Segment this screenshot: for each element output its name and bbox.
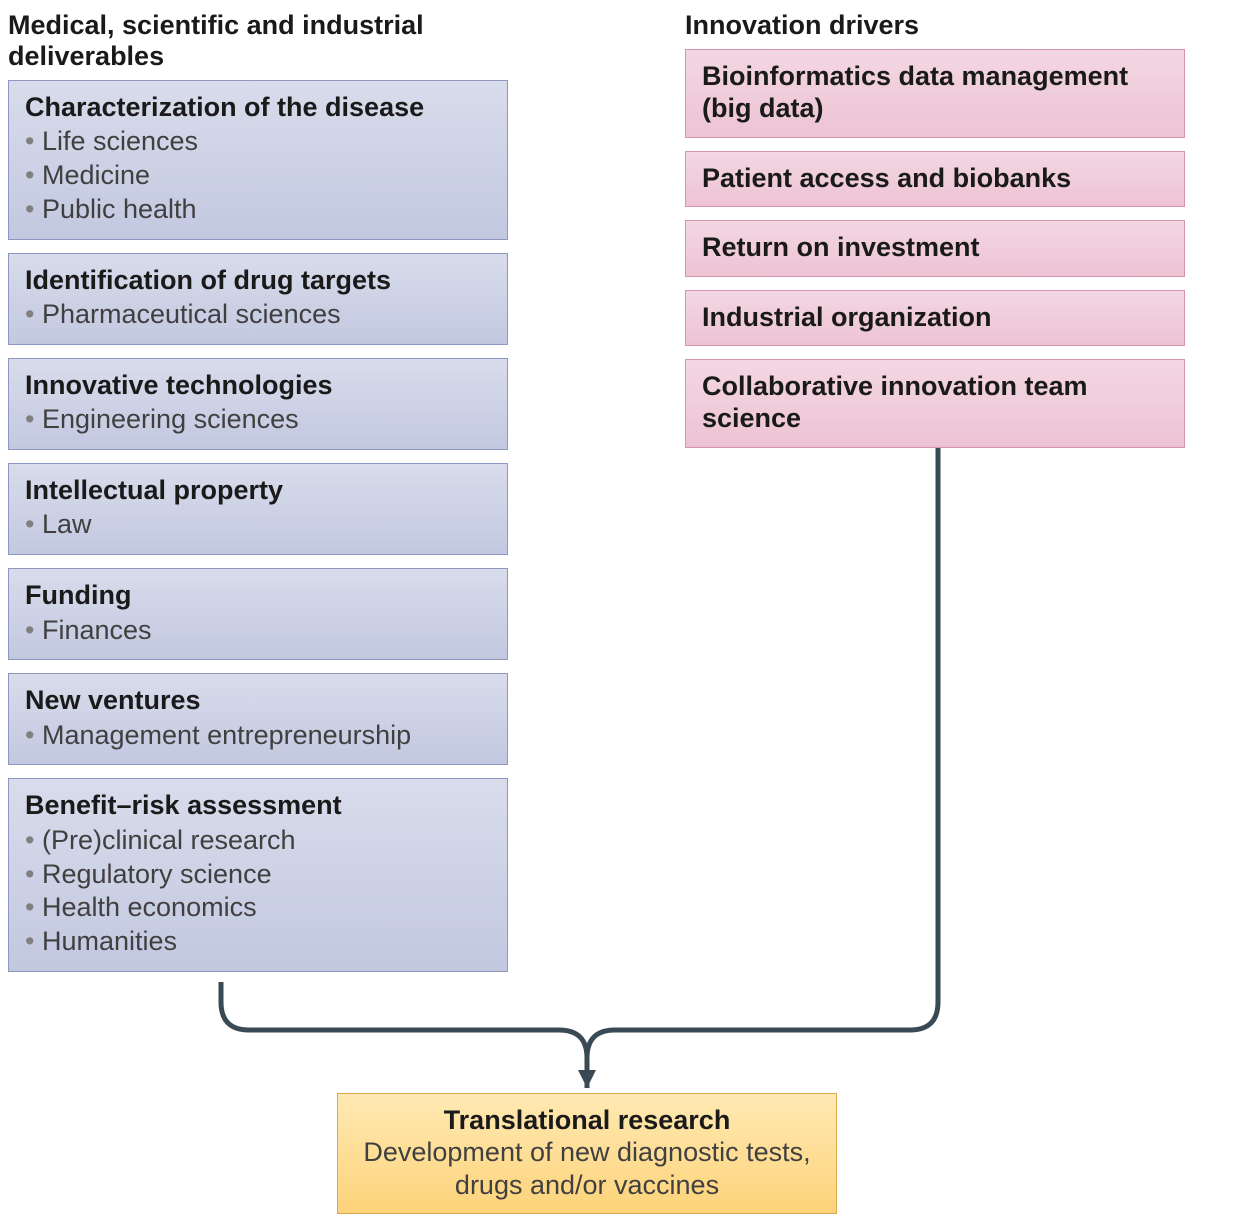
result-box: Translational research Development of ne… [337, 1093, 837, 1214]
card-item-list: Engineering sciences [25, 403, 491, 437]
diagram-root: Medical, scientific and industrial deliv… [0, 0, 1248, 1217]
left-card: New venturesManagement entrepreneurship [8, 673, 508, 765]
right-column: Innovation drivers Bioinformatics data m… [685, 10, 1185, 461]
left-card: Identification of drug targetsPharmaceut… [8, 253, 508, 345]
left-card: Intellectual propertyLaw [8, 463, 508, 555]
left-column: Medical, scientific and industrial deliv… [8, 10, 508, 985]
card-item: Life sciences [25, 125, 491, 159]
card-item-list: Pharmaceutical sciences [25, 298, 491, 332]
card-item: Medicine [25, 159, 491, 193]
card-title: Return on investment [702, 231, 1168, 263]
card-title: Intellectual property [25, 474, 491, 506]
card-item: Law [25, 508, 491, 542]
right-card: Patient access and biobanks [685, 151, 1185, 207]
card-item-list: Finances [25, 614, 491, 648]
card-title: Bioinformatics data management (big data… [702, 60, 1168, 125]
card-item: Finances [25, 614, 491, 648]
card-item: Health economics [25, 891, 491, 925]
card-title: New ventures [25, 684, 491, 716]
left-column-header: Medical, scientific and industrial deliv… [8, 10, 508, 72]
card-item: Public health [25, 193, 491, 227]
right-card: Collaborative innovation team science [685, 359, 1185, 448]
card-item: Humanities [25, 925, 491, 959]
card-title: Characterization of the disease [25, 91, 491, 123]
left-card: Benefit–risk assessment(Pre)clinical res… [8, 778, 508, 971]
right-card: Return on investment [685, 220, 1185, 276]
left-card: FundingFinances [8, 568, 508, 660]
card-title: Innovative technologies [25, 369, 491, 401]
card-item: Pharmaceutical sciences [25, 298, 491, 332]
left-card: Characterization of the diseaseLife scie… [8, 80, 508, 240]
right-card: Bioinformatics data management (big data… [685, 49, 1185, 138]
card-item: Engineering sciences [25, 403, 491, 437]
card-title: Identification of drug targets [25, 264, 491, 296]
right-column-header: Innovation drivers [685, 10, 1185, 41]
card-title: Benefit–risk assessment [25, 789, 491, 821]
card-item-list: Management entrepreneurship [25, 719, 491, 753]
result-title: Translational research [352, 1104, 822, 1136]
card-item-list: Law [25, 508, 491, 542]
card-title: Industrial organization [702, 301, 1168, 333]
result-subtitle: Development of new diagnostic tests, dru… [352, 1136, 822, 1201]
card-title: Funding [25, 579, 491, 611]
card-item: Management entrepreneurship [25, 719, 491, 753]
card-item-list: Life sciencesMedicinePublic health [25, 125, 491, 226]
card-title: Collaborative innovation team science [702, 370, 1168, 435]
card-item: Regulatory science [25, 858, 491, 892]
card-item: (Pre)clinical research [25, 824, 491, 858]
right-card: Industrial organization [685, 290, 1185, 346]
card-item-list: (Pre)clinical researchRegulatory science… [25, 824, 491, 959]
left-card: Innovative technologiesEngineering scien… [8, 358, 508, 450]
card-title: Patient access and biobanks [702, 162, 1168, 194]
